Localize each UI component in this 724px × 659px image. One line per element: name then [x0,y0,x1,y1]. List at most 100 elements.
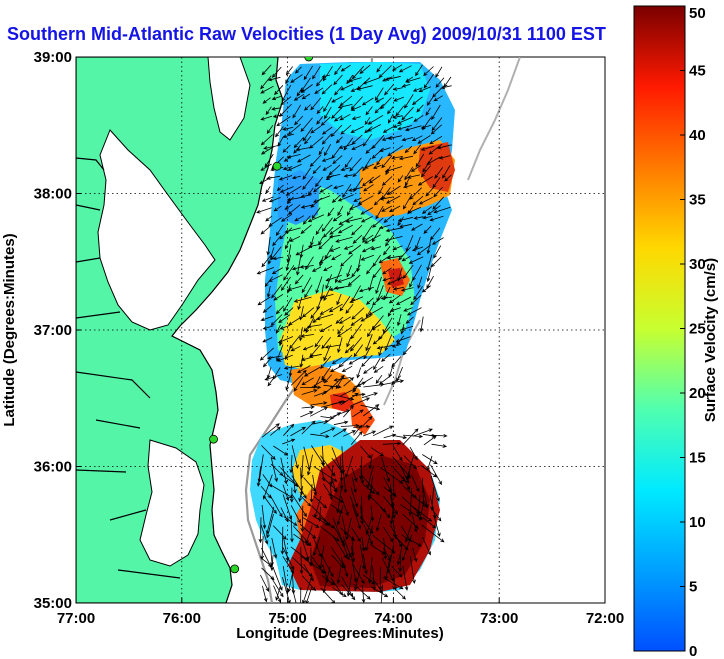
velocity-vector [362,224,373,241]
velocity-vector [391,156,403,160]
velocity-vector [282,133,295,139]
velocity-vector [287,163,302,171]
velocity-vector [411,246,424,252]
velocity-vector [365,515,373,536]
velocity-vector [342,536,352,558]
velocity-vector [323,384,342,389]
velocity-vector [384,83,395,96]
velocity-vector [349,157,362,172]
velocity-vector [398,246,411,261]
velocity-vector [351,116,361,120]
velocity-vector [279,186,294,193]
velocity-vector [387,106,394,115]
velocity-vector [338,216,354,225]
colorbar-tick-label: 20 [689,385,706,402]
velocity-vector [341,584,356,601]
velocity-vector [262,585,268,603]
velocity-vector [412,547,418,563]
velocity-vector [333,377,351,382]
velocity-vector [342,183,352,198]
velocity-vector [403,307,413,312]
velocity-vector [296,154,311,163]
velocity-vector [274,85,284,96]
velocity-vector [373,196,383,206]
velocity-vector [389,307,401,312]
velocity-vector [365,146,374,154]
velocity-vector [381,155,393,169]
colorbar: 0 5 10 15 20 25 30 35 40 45 50 Surface Velocity (c… [633,5,719,659]
velocity-vector [383,537,388,560]
velocity-vector [387,135,402,140]
velocity-vector [382,126,394,133]
velocity-vector [381,353,391,362]
velocity-vector [378,254,392,264]
velocity-vector [261,504,267,530]
velocity-vector [337,205,344,217]
velocity-vector [347,186,363,192]
velocity-vector [339,296,351,312]
velocity-vector [293,137,304,149]
velocity-vector [300,411,314,418]
velocity-vector [353,197,362,202]
velocity-vector [296,87,303,97]
velocity-vector [340,387,358,397]
velocity-vector [364,117,371,126]
velocity-vector [266,285,271,298]
velocity-vector [284,203,293,210]
velocity-vector [398,155,414,161]
velocity-vector [275,586,281,601]
velocity-vector [365,106,373,116]
y-axis-ticks: 35:00 36:00 37:00 38:00 39:00 [34,49,81,612]
velocity-vector [380,296,392,301]
velocity-vector [291,475,307,499]
velocity-vector [282,576,291,603]
velocity-vector [378,147,391,152]
velocity-vector [331,374,345,389]
velocity-vector [423,435,437,446]
velocity-vector [372,217,384,228]
velocity-vector [333,74,343,86]
velocity-vector [401,534,413,562]
velocity-vector [352,504,362,530]
velocity-vector [280,276,291,291]
velocity-vector [412,506,433,522]
velocity-vector [337,194,354,202]
velocity-vector [273,445,289,456]
velocity-vector [264,374,283,381]
velocity-vector [420,165,431,178]
velocity-vector [265,106,272,116]
velocity-vector [362,430,377,437]
velocity-vector [294,274,304,285]
velocity-vector [278,175,293,181]
velocity-vector [350,324,363,340]
velocity-vector [266,125,274,134]
velocity-vector [311,266,322,272]
velocity-vector [280,526,285,555]
velocity-vector [375,97,384,103]
velocity-vector [397,216,414,222]
velocity-vector [323,344,331,362]
velocity-vector [315,276,323,294]
velocity-vector [397,125,413,131]
velocity-vector [294,215,305,222]
velocity-vector [299,547,304,575]
velocity-vector [350,125,364,133]
velocity-vector [310,97,322,111]
velocity-vector [344,157,353,169]
velocity-vector [421,206,432,214]
velocity-vector [272,256,284,261]
colorbar-tick-label: 25 [689,321,706,338]
velocity-vector [398,554,402,573]
velocity-vector [280,213,293,222]
velocity-vector [351,477,357,494]
velocity-vector [388,294,401,304]
velocity-vector [371,324,381,330]
velocity-vector [304,104,311,111]
velocity-vector [381,176,393,186]
velocity-vector [382,76,393,82]
station-marker [230,564,240,574]
y-tick-label: 35:00 [34,595,72,612]
velocity-vector [289,454,294,474]
velocity-vector [413,286,423,301]
velocity-vector [351,224,363,236]
